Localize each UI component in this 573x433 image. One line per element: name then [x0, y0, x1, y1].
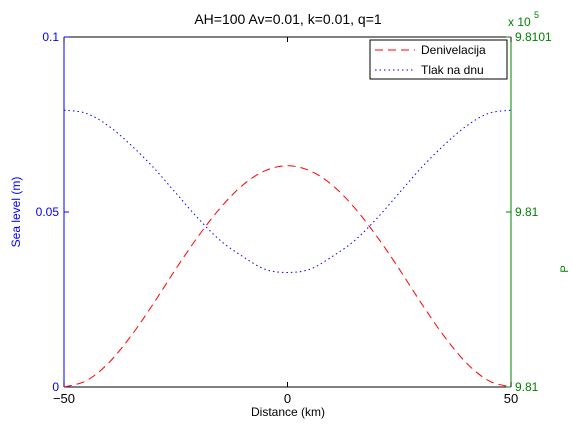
legend-label-denivelacija: Denivelacija	[421, 43, 486, 57]
x-axis-ticks: −50 0 50	[53, 37, 518, 406]
right-axis-exponent-power: 5	[534, 10, 539, 20]
x-tick-label: 0	[284, 391, 291, 406]
x-tick-label: 50	[504, 391, 518, 406]
x-tick-label: −50	[53, 391, 75, 406]
x-axis-label: Distance (km)	[251, 405, 325, 419]
chart-title: AH=100 Av=0.01, k=0.01, q=1	[194, 11, 382, 27]
right-tick-label: 9.81	[515, 380, 539, 394]
left-tick-label: 0.05	[36, 205, 60, 219]
right-axis-label-partial: P	[559, 265, 571, 272]
left-tick-label: 0.1	[42, 30, 59, 44]
right-tick-label: 9.81	[515, 205, 539, 219]
legend-box	[369, 39, 508, 80]
left-tick-label: 0	[52, 380, 59, 394]
right-axis-exponent-base: x 10	[508, 15, 531, 29]
series-layer	[63, 109, 512, 388]
series-denivelacija-line	[63, 165, 512, 388]
right-tick-label: 9.8101	[515, 30, 552, 44]
series-tlak-line	[63, 109, 512, 273]
legend: Denivelacija Tlak na dnu	[369, 39, 508, 80]
left-axis-label: Sea level (m)	[9, 177, 23, 248]
right-axis-ticks: 9.81 9.81 9.8101	[506, 30, 552, 394]
legend-label-tlak: Tlak na dnu	[421, 63, 484, 77]
plot-area	[64, 37, 511, 387]
